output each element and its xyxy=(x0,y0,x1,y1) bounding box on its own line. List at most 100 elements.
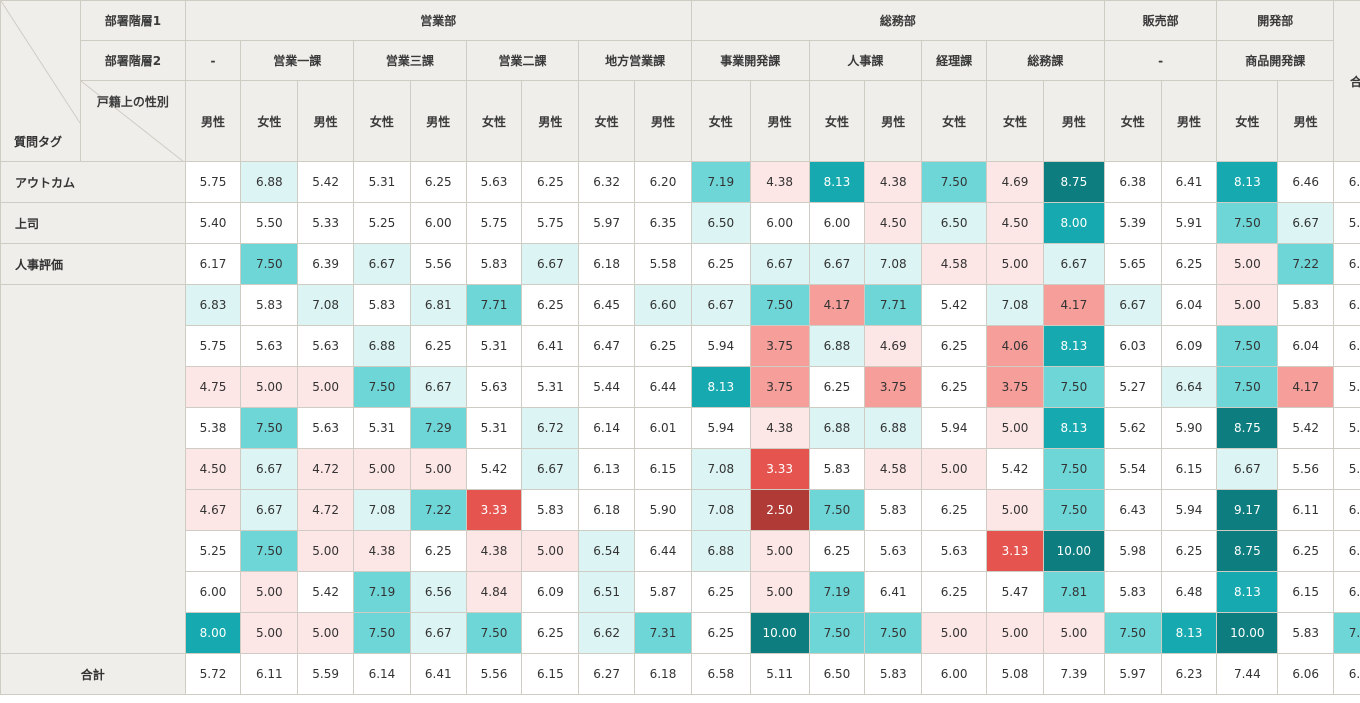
value-cell[interactable]: 6.43 xyxy=(1103,489,1162,531)
value-cell[interactable]: 6.25 xyxy=(690,571,751,613)
value-cell[interactable]: 5.83 xyxy=(1103,571,1162,613)
value-cell[interactable]: 6.18 xyxy=(578,489,636,531)
value-cell[interactable]: 7.08 xyxy=(690,489,751,531)
row-label[interactable]: 上司 xyxy=(0,202,186,244)
value-cell[interactable]: 5.75 xyxy=(184,325,242,367)
value-cell[interactable]: 5.98 xyxy=(1103,530,1162,572)
value-cell[interactable]: 6.25 xyxy=(1160,530,1218,572)
value-cell[interactable]: 6.15 xyxy=(521,653,580,695)
value-cell[interactable]: 3.33 xyxy=(465,489,523,531)
value-cell[interactable]: 5.83 xyxy=(808,448,866,490)
dept1-development[interactable]: 開発部 xyxy=(1216,0,1335,41)
value-cell[interactable]: 5.94 xyxy=(690,407,751,449)
row-label[interactable]: アウトカム xyxy=(0,161,186,203)
value-cell[interactable]: 4.72 xyxy=(297,448,355,490)
value-cell[interactable]: 5.56 xyxy=(465,653,523,695)
value-cell[interactable]: 4.38 xyxy=(749,161,810,203)
value-cell[interactable]: 6.25 xyxy=(521,612,580,654)
value-cell[interactable]: 5.00 xyxy=(986,243,1044,285)
value-cell[interactable]: 8.75 xyxy=(1042,161,1105,203)
value-cell[interactable]: 5.83 xyxy=(1277,612,1335,654)
value-cell[interactable]: 8.13 xyxy=(808,161,866,203)
value-cell[interactable]: 6.04 xyxy=(1277,325,1335,367)
value-cell[interactable]: 6.25 xyxy=(921,366,988,408)
value-cell[interactable]: 6.67 xyxy=(1103,284,1162,326)
value-cell[interactable]: 5.31 xyxy=(353,407,411,449)
gender-header[interactable]: 女性 xyxy=(986,80,1044,162)
value-cell[interactable]: 5.00 xyxy=(986,612,1044,654)
value-cell[interactable]: 5.00 xyxy=(986,407,1044,449)
value-cell[interactable]: 6.67 xyxy=(240,489,299,531)
dept1-retail[interactable]: 販売部 xyxy=(1103,0,1218,41)
value-cell[interactable]: 5.00 xyxy=(921,612,988,654)
value-cell[interactable]: 6.11 xyxy=(240,653,299,695)
value-cell[interactable]: 4.38 xyxy=(864,161,923,203)
value-cell[interactable]: 4.72 xyxy=(297,489,355,531)
value-cell[interactable]: 7.22 xyxy=(409,489,467,531)
value-cell[interactable]: 6.67 xyxy=(690,284,751,326)
value-cell[interactable]: 6.23 xyxy=(1160,653,1218,695)
value-cell[interactable]: 7.50 xyxy=(1216,366,1279,408)
row-total-cell[interactable]: 6.05 xyxy=(1333,243,1360,285)
dept2-item[interactable]: 経理課 xyxy=(921,40,988,81)
value-cell[interactable]: 6.27 xyxy=(578,653,636,695)
value-cell[interactable]: 5.00 xyxy=(409,448,467,490)
value-cell[interactable]: 3.75 xyxy=(749,366,810,408)
value-cell[interactable]: 3.33 xyxy=(749,448,810,490)
value-cell[interactable]: 5.97 xyxy=(578,202,636,244)
value-cell[interactable]: 4.75 xyxy=(184,366,242,408)
value-cell[interactable]: 4.17 xyxy=(1277,366,1335,408)
value-cell[interactable]: 3.13 xyxy=(986,530,1044,572)
value-cell[interactable]: 7.31 xyxy=(634,612,692,654)
gender-header[interactable]: 男性 xyxy=(1277,80,1335,162)
row-total-cell[interactable]: 6.25 xyxy=(1333,161,1360,203)
row-total-cell[interactable]: 6.11 xyxy=(1333,653,1360,695)
value-cell[interactable]: 6.54 xyxy=(578,530,636,572)
value-cell[interactable]: 6.64 xyxy=(1160,366,1218,408)
value-cell[interactable]: 6.67 xyxy=(521,243,580,285)
value-cell[interactable]: 5.72 xyxy=(184,653,242,695)
gender-header[interactable]: 女性 xyxy=(921,80,988,162)
dept1-general-affairs[interactable]: 総務部 xyxy=(690,0,1105,41)
value-cell[interactable]: 5.75 xyxy=(521,202,580,244)
value-cell[interactable]: 4.38 xyxy=(465,530,523,572)
value-cell[interactable]: 4.50 xyxy=(184,448,242,490)
gender-header[interactable]: 女性 xyxy=(690,80,751,162)
gender-header[interactable]: 女性 xyxy=(1103,80,1162,162)
value-cell[interactable]: 4.67 xyxy=(184,489,242,531)
value-cell[interactable]: 4.50 xyxy=(864,202,923,244)
value-cell[interactable]: 5.00 xyxy=(353,448,411,490)
value-cell[interactable]: 6.25 xyxy=(634,325,692,367)
value-cell[interactable]: 2.50 xyxy=(749,489,810,531)
value-cell[interactable]: 5.83 xyxy=(521,489,580,531)
value-cell[interactable]: 5.94 xyxy=(690,325,751,367)
value-cell[interactable]: 5.58 xyxy=(634,243,692,285)
value-cell[interactable]: 6.41 xyxy=(521,325,580,367)
value-cell[interactable]: 6.25 xyxy=(921,325,988,367)
value-cell[interactable]: 8.13 xyxy=(690,366,751,408)
value-cell[interactable]: 7.50 xyxy=(240,243,299,285)
row-total-cell[interactable]: 6.43 xyxy=(1333,284,1360,326)
value-cell[interactable]: 6.67 xyxy=(1277,202,1335,244)
value-cell[interactable]: 5.00 xyxy=(240,366,299,408)
value-cell[interactable]: 6.25 xyxy=(1160,243,1218,285)
value-cell[interactable]: 5.75 xyxy=(184,161,242,203)
value-cell[interactable]: 4.58 xyxy=(921,243,988,285)
value-cell[interactable]: 7.50 xyxy=(1103,612,1162,654)
value-cell[interactable]: 5.83 xyxy=(864,653,923,695)
row-total-cell[interactable]: 5.78 xyxy=(1333,366,1360,408)
value-cell[interactable]: 6.25 xyxy=(808,366,866,408)
value-cell[interactable]: 6.01 xyxy=(634,407,692,449)
value-cell[interactable]: 7.19 xyxy=(353,571,411,613)
value-cell[interactable]: 5.00 xyxy=(297,612,355,654)
gender-header[interactable]: 女性 xyxy=(353,80,411,162)
value-cell[interactable]: 6.25 xyxy=(690,612,751,654)
value-cell[interactable]: 5.62 xyxy=(1103,407,1162,449)
gender-header[interactable]: 男性 xyxy=(297,80,355,162)
value-cell[interactable]: 7.71 xyxy=(864,284,923,326)
value-cell[interactable]: 8.13 xyxy=(1042,407,1105,449)
value-cell[interactable]: 7.50 xyxy=(240,407,299,449)
value-cell[interactable]: 5.31 xyxy=(521,366,580,408)
value-cell[interactable]: 5.91 xyxy=(1160,202,1218,244)
value-cell[interactable]: 5.50 xyxy=(240,202,299,244)
